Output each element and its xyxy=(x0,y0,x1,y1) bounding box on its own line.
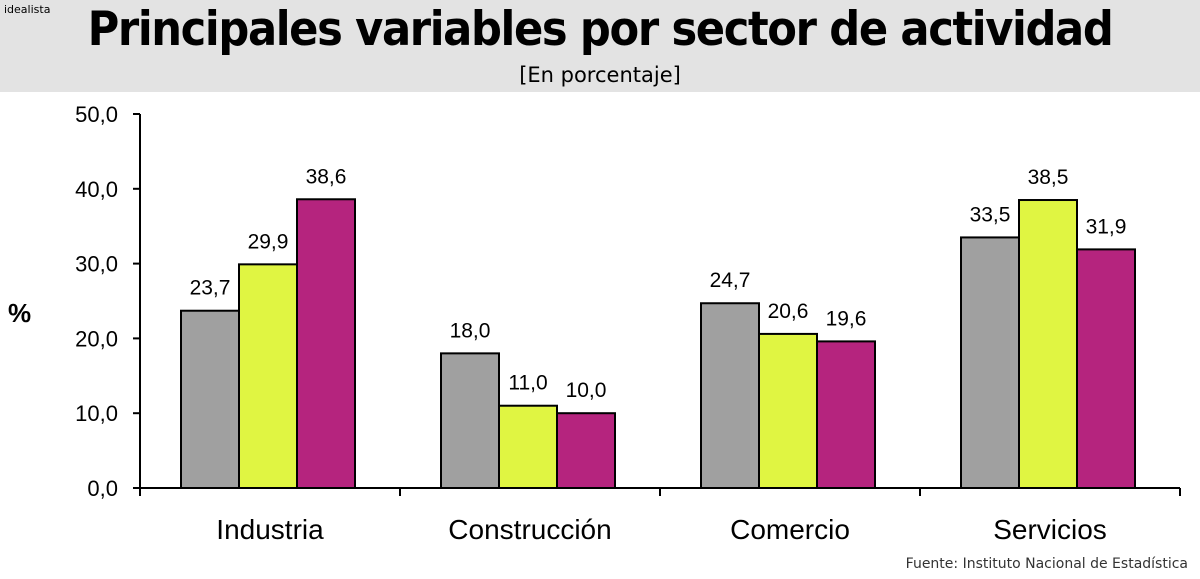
bar xyxy=(700,302,760,489)
source-note: Fuente: Instituto Nacional de Estadístic… xyxy=(905,556,1188,572)
data-label: 38,5 xyxy=(1028,166,1069,189)
brand-logo: idealista xyxy=(4,3,51,16)
x-tick-label: Servicios xyxy=(993,514,1107,545)
y-tick-label: 40,0 xyxy=(75,177,118,202)
data-label: 19,6 xyxy=(826,307,867,330)
y-tick-label: 30,0 xyxy=(75,252,118,277)
x-tick-label: Construcción xyxy=(448,514,611,545)
data-label: 31,9 xyxy=(1086,215,1127,238)
data-label: 11,0 xyxy=(508,372,547,395)
y-tick-label: 10,0 xyxy=(75,401,118,426)
bar xyxy=(1076,248,1136,489)
data-label: 23,7 xyxy=(190,277,231,300)
data-label: 20,6 xyxy=(768,300,809,323)
y-tick-label: 20,0 xyxy=(75,326,118,351)
bar xyxy=(758,332,818,489)
x-tick-label: Comercio xyxy=(730,514,850,545)
data-label: 29,9 xyxy=(248,230,289,253)
bar xyxy=(556,412,616,490)
bar xyxy=(440,352,500,489)
bar xyxy=(498,404,558,489)
y-tick-label: 50,0 xyxy=(75,102,118,127)
bar xyxy=(296,198,356,489)
data-label: 38,6 xyxy=(306,165,347,188)
bar xyxy=(816,340,876,489)
y-tick-label: 0,0 xyxy=(87,476,118,501)
bar xyxy=(238,263,298,489)
bar xyxy=(960,236,1020,489)
data-label: 10,0 xyxy=(566,379,607,402)
bar xyxy=(180,309,240,489)
chart-title: Principales variables por sector de acti… xyxy=(87,2,1114,57)
title-banner: idealista Principales variables por sect… xyxy=(0,0,1200,92)
data-label: 24,7 xyxy=(710,269,751,292)
bar xyxy=(1018,199,1078,490)
chart-subtitle: [En porcentaje] xyxy=(519,63,681,87)
y-axis-label: % xyxy=(8,298,31,328)
data-label: 18,0 xyxy=(450,319,491,342)
x-tick-label: Industria xyxy=(216,514,324,545)
data-label: 33,5 xyxy=(970,203,1011,226)
